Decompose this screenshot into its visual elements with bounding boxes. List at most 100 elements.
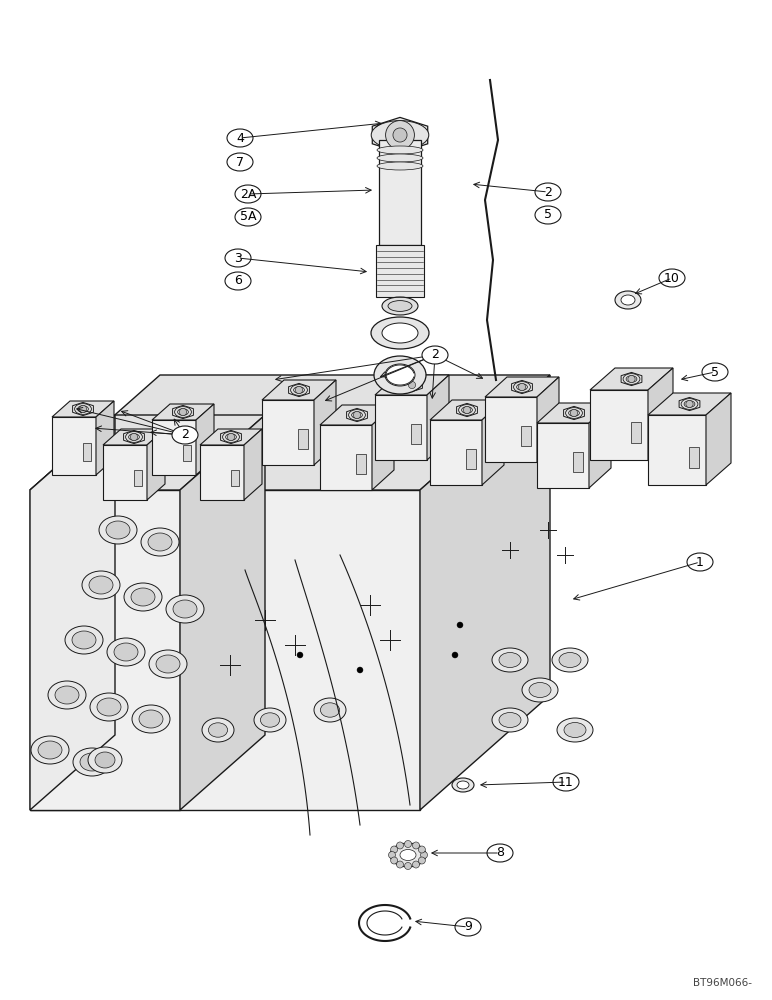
Polygon shape	[621, 372, 642, 386]
Circle shape	[412, 861, 419, 868]
Ellipse shape	[382, 297, 418, 315]
Circle shape	[405, 862, 411, 869]
Ellipse shape	[73, 748, 111, 776]
Ellipse shape	[684, 401, 695, 407]
Circle shape	[357, 667, 363, 673]
Bar	[631, 422, 641, 442]
Ellipse shape	[31, 736, 69, 764]
Circle shape	[397, 861, 404, 868]
Circle shape	[457, 622, 463, 628]
Ellipse shape	[126, 432, 142, 442]
Text: BT96M066-: BT96M066-	[693, 978, 752, 988]
Ellipse shape	[208, 723, 228, 737]
Polygon shape	[30, 415, 265, 490]
Circle shape	[391, 857, 398, 864]
Circle shape	[80, 405, 86, 413]
Polygon shape	[456, 403, 477, 417]
Text: 4: 4	[236, 131, 244, 144]
Circle shape	[686, 400, 693, 408]
Ellipse shape	[553, 773, 579, 791]
Bar	[299, 429, 308, 449]
Circle shape	[421, 852, 428, 858]
Ellipse shape	[564, 722, 586, 738]
Ellipse shape	[659, 269, 685, 287]
Ellipse shape	[149, 650, 187, 678]
Polygon shape	[375, 375, 449, 395]
Ellipse shape	[260, 713, 279, 727]
Ellipse shape	[455, 918, 481, 936]
Ellipse shape	[55, 686, 79, 704]
Ellipse shape	[156, 655, 180, 673]
Ellipse shape	[225, 249, 251, 267]
Polygon shape	[485, 397, 537, 462]
Polygon shape	[537, 403, 611, 423]
Ellipse shape	[80, 753, 104, 771]
Circle shape	[452, 652, 458, 658]
Polygon shape	[200, 429, 262, 445]
Polygon shape	[103, 429, 165, 445]
Bar	[379, 140, 421, 245]
Polygon shape	[590, 368, 673, 390]
Text: 5: 5	[544, 209, 552, 222]
Ellipse shape	[99, 516, 137, 544]
Circle shape	[628, 375, 635, 383]
Circle shape	[418, 857, 425, 864]
Polygon shape	[289, 383, 310, 397]
Circle shape	[463, 406, 471, 414]
Circle shape	[397, 842, 404, 849]
Ellipse shape	[75, 404, 91, 414]
Bar	[689, 446, 699, 468]
Polygon shape	[200, 445, 244, 500]
Polygon shape	[96, 401, 114, 475]
Ellipse shape	[227, 153, 253, 171]
Polygon shape	[537, 377, 559, 462]
Polygon shape	[196, 404, 214, 475]
Ellipse shape	[377, 146, 423, 154]
Polygon shape	[401, 378, 422, 392]
Ellipse shape	[124, 583, 162, 611]
Polygon shape	[30, 490, 180, 810]
Ellipse shape	[377, 162, 423, 170]
Circle shape	[179, 408, 187, 416]
Ellipse shape	[131, 588, 155, 606]
Ellipse shape	[132, 705, 170, 733]
Circle shape	[412, 842, 419, 849]
Text: 2: 2	[544, 186, 552, 198]
Ellipse shape	[388, 301, 412, 311]
Polygon shape	[564, 406, 584, 420]
Circle shape	[519, 383, 526, 391]
Ellipse shape	[407, 382, 418, 388]
Text: 9: 9	[464, 920, 472, 934]
Ellipse shape	[290, 385, 307, 395]
Ellipse shape	[141, 528, 179, 556]
Ellipse shape	[499, 652, 521, 668]
Ellipse shape	[235, 185, 261, 203]
Bar	[231, 470, 239, 486]
Ellipse shape	[225, 434, 236, 440]
Polygon shape	[427, 375, 449, 460]
Polygon shape	[73, 402, 93, 416]
Ellipse shape	[114, 643, 138, 661]
Polygon shape	[221, 430, 242, 444]
Text: 11: 11	[558, 776, 574, 788]
Circle shape	[388, 852, 395, 858]
Ellipse shape	[173, 600, 197, 618]
Ellipse shape	[222, 432, 239, 442]
Bar	[411, 424, 421, 444]
Polygon shape	[375, 395, 427, 460]
Polygon shape	[124, 430, 144, 444]
Ellipse shape	[129, 434, 140, 440]
Polygon shape	[372, 117, 428, 153]
Text: 2: 2	[181, 428, 189, 442]
Polygon shape	[314, 380, 336, 465]
Ellipse shape	[382, 323, 418, 343]
Polygon shape	[262, 400, 314, 465]
Ellipse shape	[552, 648, 588, 672]
Ellipse shape	[72, 631, 96, 649]
Ellipse shape	[687, 553, 713, 571]
Ellipse shape	[621, 295, 635, 305]
Ellipse shape	[78, 406, 89, 412]
Bar	[83, 443, 91, 460]
Ellipse shape	[702, 363, 728, 381]
Ellipse shape	[254, 708, 286, 732]
